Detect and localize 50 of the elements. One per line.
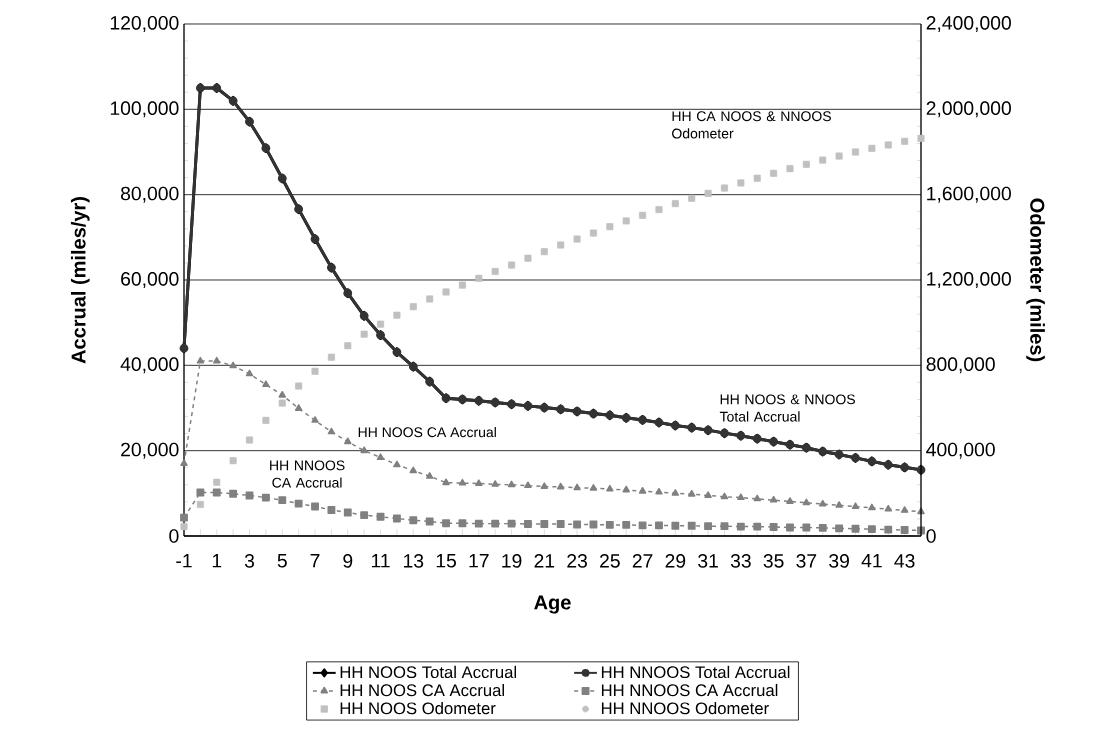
annotation: HH NOOS CA Accrual [358,426,496,438]
x-tick-label: 19 [502,554,522,568]
x-tick-label: 23 [567,554,587,568]
x-tick-label: 25 [600,554,620,568]
x-tick-label: -1 [176,554,192,568]
x-tick-label: 5 [277,554,287,568]
x-tick-label: 9 [343,554,353,568]
x-tick-label: 15 [436,554,456,568]
x-axis-title: Age [534,595,571,614]
legend-label: HH NOOS Odometer [340,701,496,715]
x-tick-label: 13 [404,554,424,568]
x-tick-label: 39 [829,554,849,568]
y-tick-label: 0 [169,529,179,543]
y-tick-label: 20,000 [121,442,179,459]
x-tick-label: 7 [310,554,320,568]
x-tick-label: 37 [796,554,817,568]
x-tick-label: 17 [469,554,489,568]
x-tick-label: 21 [534,554,555,568]
y2-tick-label: 1,600,000 [927,186,1011,203]
y2-tick-label: 2,000,000 [926,101,1011,118]
y-tick-label: 60,000 [121,272,179,288]
y2-axis-title: Odometer (miles) [1026,198,1045,362]
x-tick-label: 29 [665,554,686,568]
x-tick-label: 31 [698,554,718,568]
x-tick-label: 3 [244,554,255,568]
y-tick-label: 100,000 [110,101,179,118]
y-tick-label: 40,000 [120,357,179,374]
legend-label: HH NNOOS CA Accrual [601,683,778,697]
x-tick-label: 27 [632,554,653,568]
y2-tick-label: 800,000 [926,357,995,374]
annotation: HH NNOOS CA Accrual [270,460,345,488]
annotation: HH CA NOOS & NNOOS Odometer [672,111,831,139]
annotation: HH NOOS & NNOOS Total Accrual [719,394,856,422]
x-tick-label: 1 [212,554,222,568]
x-tick-label: 33 [730,554,751,568]
y2-tick-label: 0 [926,529,936,543]
y2-tick-label: 400,000 [926,442,995,459]
x-tick-label: 11 [371,554,390,568]
y-tick-label: 120,000 [110,15,179,32]
legend-label: HH NNOOS Total Accrual [601,665,790,679]
legend-label: HH NOOS CA Accrual [340,683,504,697]
y2-tick-label: 2,400,000 [926,16,1011,32]
y-axis-title: Accrual (miles/yr) [70,197,90,364]
legend-label: HH NOOS Total Accrual [340,665,517,679]
x-tick-label: 41 [861,554,882,568]
y2-tick-label: 1,200,000 [927,272,1011,288]
x-tick-label: 43 [894,554,915,568]
legend-label: HH NNOOS Odometer [601,701,769,715]
y-tick-label: 80,000 [120,186,179,203]
x-tick-label: 35 [763,554,784,568]
